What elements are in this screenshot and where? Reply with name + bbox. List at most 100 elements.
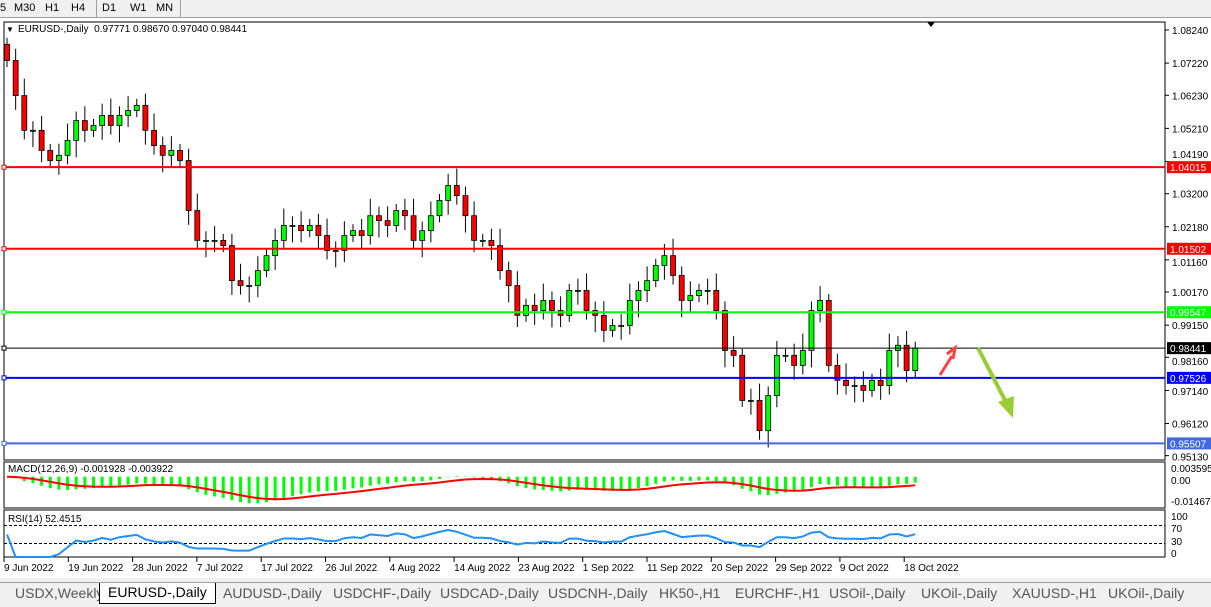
candle-body xyxy=(808,310,815,351)
candle-body xyxy=(384,220,391,226)
candle-body xyxy=(12,60,19,96)
price-tick-label: 0.96120 xyxy=(1172,420,1209,431)
candle-body xyxy=(280,225,287,241)
rsi-tick-label: 30 xyxy=(1171,537,1183,548)
candle-body xyxy=(427,215,434,232)
candle-body xyxy=(488,239,495,246)
candle-body xyxy=(618,325,625,327)
up-arrow-icon xyxy=(938,344,958,376)
candle-body xyxy=(635,289,642,301)
level-price-tag xyxy=(1167,371,1211,384)
candle-body xyxy=(514,285,521,316)
candle-body xyxy=(30,129,36,132)
timeframe-H4[interactable]: H4 xyxy=(71,2,86,14)
level-handle xyxy=(1,164,7,170)
candle-body xyxy=(125,110,131,116)
toolbar-separator xyxy=(96,0,97,17)
date-label: 23 Aug 2022 xyxy=(518,563,575,574)
timeframe-D1[interactable]: D1 xyxy=(102,2,117,14)
tab-usdchf-daily[interactable]: USDCHF-,Daily xyxy=(333,585,431,601)
candle-body xyxy=(678,275,685,301)
tab-xauusd-h1[interactable]: XAUUSD-,H1 xyxy=(1012,585,1097,601)
candle-body xyxy=(142,104,149,131)
level-price-label: 0.98441 xyxy=(1170,344,1207,355)
rsi-tick-label: 0 xyxy=(1171,549,1177,560)
candle-body xyxy=(912,347,919,371)
level-price-label: 0.97526 xyxy=(1170,374,1207,385)
tab-eurchf-h1[interactable]: EURCHF-,H1 xyxy=(735,585,820,601)
level-price-tag xyxy=(1167,161,1211,174)
price-tick-label: 1.08240 xyxy=(1172,26,1209,37)
date-label: 7 Jul 2022 xyxy=(197,563,244,574)
level-price-label: 0.99547 xyxy=(1170,308,1207,319)
candle-body xyxy=(670,255,676,276)
chart-window[interactable]: 1.08240 1.07220 1.06230 1.05210 1.04190 1.032… xyxy=(0,18,1211,578)
date-label: 1 Sep 2022 xyxy=(583,563,635,574)
candle-body xyxy=(799,350,806,366)
timeframe-H1[interactable]: H1 xyxy=(45,2,60,14)
candle-body xyxy=(583,289,590,311)
tab-usoil-daily[interactable]: USOil-,Daily xyxy=(829,585,906,601)
candle-body xyxy=(419,230,426,241)
candle-body xyxy=(116,114,123,126)
candle-body xyxy=(851,385,858,387)
candle-body xyxy=(903,344,910,371)
candle-body xyxy=(220,239,227,246)
candle-body xyxy=(151,129,157,146)
candle-body xyxy=(600,314,607,331)
chart-tabs: USDX,Weekly EURUSD-,Daily AUDUSD-,Daily USD… xyxy=(0,582,1211,607)
tab-usdcad-daily[interactable]: USDCAD-,Daily xyxy=(440,585,539,601)
candle-body xyxy=(479,239,486,242)
date-label: 9 Oct 2022 xyxy=(840,563,889,574)
candle-body xyxy=(860,385,867,391)
tab-usdcnh-daily[interactable]: USDCNH-,Daily xyxy=(548,585,648,601)
candle-body xyxy=(90,125,97,131)
date-label: 19 Jun 2022 xyxy=(68,563,123,574)
tab-hk50-h1[interactable]: HK50-,H1 xyxy=(659,585,721,601)
candle-body xyxy=(56,154,62,161)
candle-body xyxy=(505,270,512,286)
candle-body xyxy=(4,43,10,61)
candle-body xyxy=(64,139,71,156)
candle-body xyxy=(350,230,356,236)
candle-body xyxy=(99,114,106,126)
date-label: 29 Sep 2022 xyxy=(776,563,833,574)
candle-body xyxy=(436,200,443,217)
date-label: 20 Sep 2022 xyxy=(711,563,768,574)
timeframe-W1[interactable]: W1 xyxy=(130,2,147,14)
timeframe-M30[interactable]: M30 xyxy=(14,2,36,14)
price-tick-label: 0.99150 xyxy=(1172,321,1209,332)
date-label: 4 Aug 2022 xyxy=(390,563,441,574)
rsi-pane-border xyxy=(3,509,1166,558)
chart-symbol: EURUSD-,Daily xyxy=(18,24,89,35)
price-tick-label: 0.95130 xyxy=(1172,452,1209,463)
date-label: 18 Oct 2022 xyxy=(904,563,959,574)
tab-usdx-weekly[interactable]: USDX,Weekly xyxy=(15,585,104,601)
candle-body xyxy=(644,280,650,291)
candle-body xyxy=(254,270,261,286)
tab-audusd-daily[interactable]: AUDUSD-,Daily xyxy=(223,585,322,601)
candle-body xyxy=(609,325,616,331)
tab-eurusd-daily[interactable]: EURUSD-,Daily xyxy=(99,583,216,604)
candle-body xyxy=(289,225,296,227)
candle-body xyxy=(453,185,460,196)
candle-body xyxy=(47,150,54,161)
tab-ukoil-daily[interactable]: UKOil-,Daily xyxy=(921,585,998,601)
candle-body xyxy=(203,239,209,242)
level-price-tag xyxy=(1167,306,1211,319)
candle-body xyxy=(843,379,849,386)
candle-body xyxy=(410,215,417,241)
rsi-tick-label: 70 xyxy=(1171,524,1183,535)
candle-body xyxy=(263,255,270,271)
candle-body xyxy=(886,350,893,386)
timeframe-5[interactable]: 5 xyxy=(0,2,7,14)
tab-ukoil-daily[interactable]: UKOil-,Daily xyxy=(1108,585,1185,601)
price-tick-label: 1.03200 xyxy=(1172,190,1209,201)
level-handle xyxy=(1,246,7,252)
timeframe-MN[interactable]: MN xyxy=(156,2,174,14)
candle-body xyxy=(531,304,538,311)
candle-body xyxy=(471,215,478,241)
price-chart[interactable]: 1.08240 1.07220 1.06230 1.05210 1.04190 1.032… xyxy=(0,18,1211,578)
dropdown-triangle-icon[interactable]: ▼ xyxy=(6,25,14,34)
candle-body xyxy=(73,120,80,141)
